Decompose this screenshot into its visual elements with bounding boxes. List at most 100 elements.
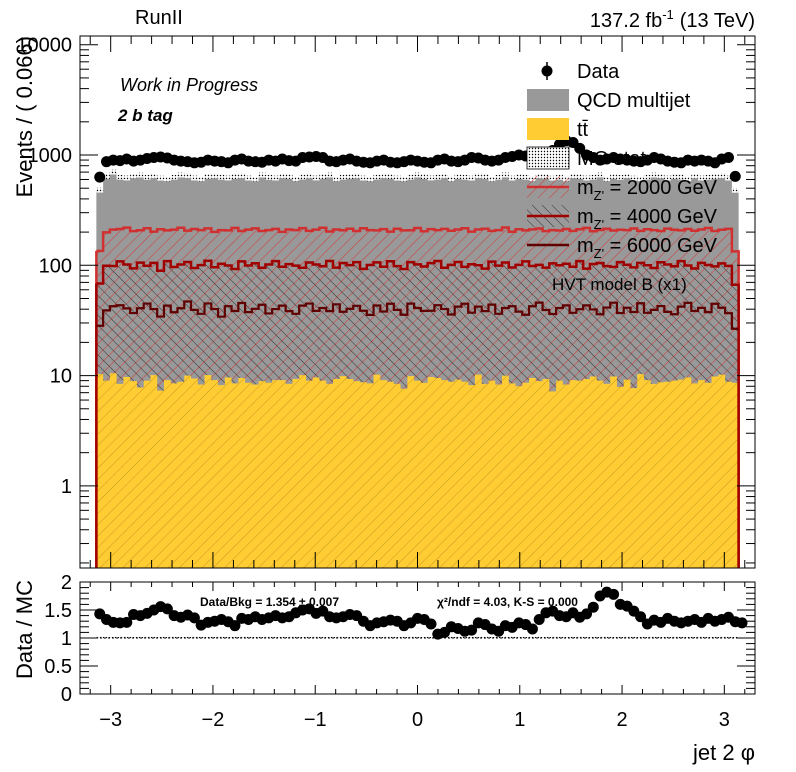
ratio-point	[581, 608, 593, 620]
ratio-point	[608, 588, 620, 600]
ratio-chi2-text: χ²/ndf = 4.03, K-S = 0.000	[437, 595, 578, 609]
main-y-tick-label: 10	[50, 366, 72, 388]
ratio-point	[188, 612, 200, 624]
ratio-data-bkg-text: Data/Bkg = 1.354 ± 0.007	[200, 595, 339, 609]
mcstat-band	[522, 174, 530, 180]
mcstat-band	[332, 176, 340, 182]
mcstat-band	[468, 175, 475, 181]
mcstat-band	[461, 174, 469, 180]
mcstat-band	[211, 173, 219, 179]
legend-entry-mcstat: MC stat	[526, 146, 646, 170]
mcstat-band	[380, 173, 388, 179]
mcstat-band	[130, 173, 137, 179]
ratio-point	[635, 611, 647, 623]
mcstat-band	[589, 174, 597, 180]
mcstat-band	[285, 174, 293, 179]
mcstat-band	[224, 175, 232, 181]
mcstat-band	[123, 175, 131, 181]
mcstat-band	[657, 173, 665, 179]
mcstat-band	[204, 174, 212, 179]
mcstat-band	[630, 175, 638, 181]
mcstat-band	[353, 173, 361, 179]
mcstat-band	[454, 174, 462, 179]
ratio-y-tick-label: 0	[61, 684, 72, 706]
mcstat-band	[535, 173, 543, 179]
mcstat-band	[360, 175, 367, 181]
legend-label-qcd: QCD multijet	[577, 90, 691, 112]
mcstat-band	[400, 176, 408, 182]
data-point	[722, 151, 734, 163]
mcstat-band	[407, 174, 415, 180]
mcstat-band	[366, 176, 374, 182]
mcstat-band	[414, 172, 421, 178]
x-axis-title: jet 2 φ	[692, 740, 755, 765]
mcstat-band	[387, 174, 394, 179]
data-point	[729, 170, 741, 182]
legend-label-mcstat: MC stat	[577, 148, 646, 170]
lumi-value: 137.2 fb	[590, 10, 662, 32]
ratio-y-tick-label: 1	[61, 628, 72, 650]
mcstat-band	[731, 187, 739, 193]
mcstat-band	[231, 174, 239, 179]
status-label: Work in Progress	[120, 75, 258, 95]
legend-label-data: Data	[577, 61, 620, 83]
mcstat-band	[238, 173, 246, 179]
run-label: RunII	[135, 7, 183, 29]
mcstat-band	[671, 174, 678, 179]
mcstat-band	[684, 176, 692, 182]
mcstat-band	[441, 173, 448, 179]
mcstat-band	[184, 173, 192, 179]
mcstat-band	[603, 176, 611, 182]
mcstat-band	[711, 174, 719, 179]
main-plot-area	[94, 135, 741, 568]
mcstat-band	[725, 175, 732, 181]
mcstat-band	[698, 175, 705, 181]
mcstat-band	[650, 172, 658, 178]
legend-entry-qcd: QCD multijet	[527, 89, 691, 112]
mcstat-band	[576, 174, 584, 179]
main-y-tick-label: 1000	[28, 145, 73, 167]
ratio-x-axis: −3 −2 −1 0 1 2 3	[89, 582, 746, 731]
mcstat-band	[623, 173, 631, 179]
lumi-exponent: -1	[662, 7, 674, 22]
ratio-point	[161, 603, 173, 615]
mcstat-band	[677, 174, 685, 180]
lumi-label: 137.2 fb-1 (13 TeV)	[590, 7, 755, 32]
legend-label-sig2: mZ' = 4000 GeV	[577, 206, 718, 232]
legend: Data QCD multijet tt̄ MC stat mZ' = 2000…	[526, 61, 718, 294]
legend-label-sig1: mZ' = 2000 GeV	[577, 177, 718, 203]
ratio-plot-area	[80, 586, 755, 640]
mcstat-band	[170, 174, 178, 180]
mcstat-band	[447, 176, 455, 182]
mcstat-band	[704, 174, 712, 180]
sig3-line	[96, 300, 739, 330]
mcstat-band	[136, 172, 144, 178]
mcstat-band	[251, 176, 259, 182]
legend-sig3-m: m	[577, 235, 594, 257]
ttbar-hatch	[96, 373, 739, 568]
main-y-axis-title: Events / ( 0.066)	[12, 36, 37, 197]
legend-label-ttbar: tt̄	[577, 119, 589, 141]
mcstat-band	[245, 175, 252, 181]
mcstat-band	[488, 176, 496, 182]
mcstat-band	[502, 172, 509, 178]
mcstat-band	[583, 175, 590, 181]
mcstat-band	[103, 174, 110, 179]
mcstat-band	[157, 175, 164, 181]
mcstat-band	[610, 174, 617, 179]
mcstat-band	[664, 175, 672, 181]
main-y-tick-label: 1	[61, 476, 72, 498]
ratio-point	[229, 620, 241, 632]
mcstat-band	[265, 174, 273, 180]
ratio-y-axis-title: Data / MC	[12, 580, 37, 679]
mcstat-band	[116, 174, 124, 180]
mcstat-band	[143, 174, 151, 180]
mcstat-band	[163, 176, 171, 182]
x-tick-label: 1	[514, 709, 525, 731]
data-point	[574, 142, 586, 154]
mcstat-band	[191, 175, 198, 181]
mcstat-band	[637, 176, 644, 182]
mcstat-band	[278, 173, 286, 179]
mcstat-band	[393, 175, 401, 181]
